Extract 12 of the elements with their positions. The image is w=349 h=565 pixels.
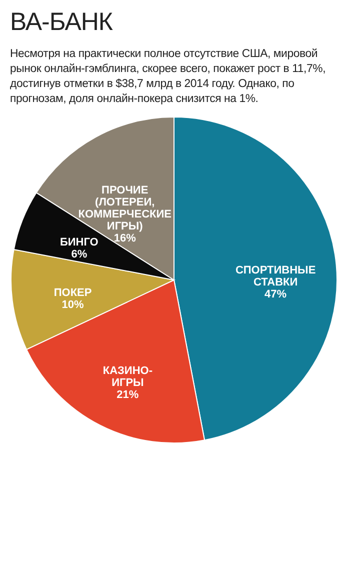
data-label: 47%: [264, 288, 287, 300]
data-label: 16%: [114, 232, 136, 245]
chart-title: ВА-БАНК: [9, 7, 114, 37]
slice-label: БИНГО: [60, 236, 99, 248]
slice-label: ПОКЕР: [54, 286, 92, 299]
slice-label: СПОРТИВНЫЕ СТАВКИ: [235, 264, 316, 288]
data-label: 6%: [71, 248, 88, 260]
slice-label: КАЗИНО-ИГРЫ: [102, 364, 153, 389]
data-label: 10%: [62, 298, 84, 311]
slice-label: ПРОЧИЕ (ЛОТЕРЕИ, КОММЕРЧЕСКИЕ ИГРЫ): [78, 184, 172, 233]
data-label: 21%: [116, 388, 139, 401]
chart-subtitle: Несмотря на практически полное отсутствие США, мировой рынок онлайн-гэмблинга, скорее всего, покажет рост в 11,7%, достигнув отметки в $38,7 млрд в 2014 году. Однако, по прогнозам, доля онлайн-покера снизится на 1%.: [9, 47, 327, 107]
